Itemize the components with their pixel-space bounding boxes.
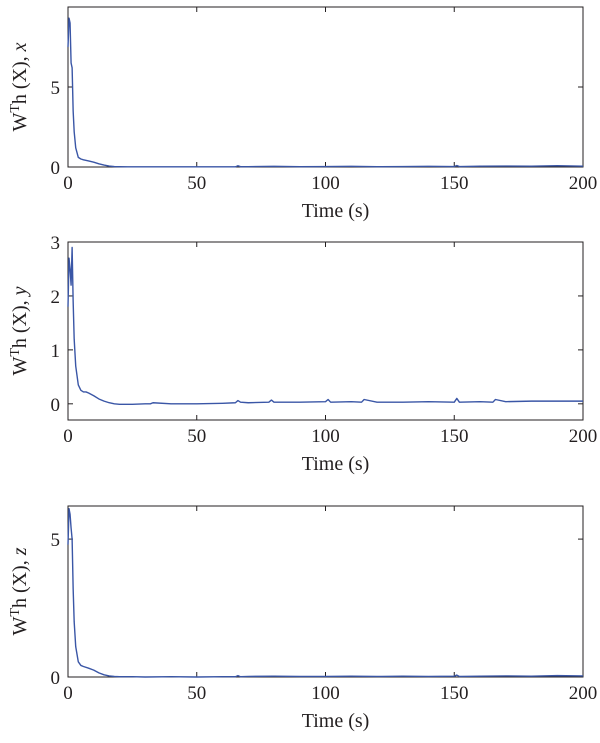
series-line-1 bbox=[67, 508, 584, 678]
y-tick-label: 5 bbox=[51, 78, 61, 99]
y-label-mid: h (X), bbox=[9, 555, 31, 608]
x-tick-label: 200 bbox=[569, 173, 598, 194]
plot-frame bbox=[67, 505, 584, 678]
x-tick-label: 50 bbox=[187, 426, 206, 447]
y-label-base: W bbox=[9, 113, 31, 132]
y-tick-label: 1 bbox=[51, 341, 61, 362]
x-tick-label: 0 bbox=[63, 426, 73, 447]
y-label-mid: h (X), bbox=[9, 51, 31, 104]
y-tick-label: 5 bbox=[51, 530, 61, 551]
y-label-sup: T bbox=[8, 348, 23, 357]
y-label-sup: T bbox=[8, 608, 23, 617]
y-label-var: z bbox=[9, 547, 31, 556]
y-tick-label: 3 bbox=[51, 233, 61, 254]
panel-1: 0 50 100 150 200 0 5 Time (s) WTh (X), x bbox=[8, 6, 598, 222]
x-tick-label: 0 bbox=[63, 683, 73, 704]
y-axis-label: WTh (X), y bbox=[8, 286, 31, 375]
x-tick-label: 100 bbox=[311, 683, 340, 704]
x-axis-label: Time (s) bbox=[302, 453, 370, 475]
x-tick-label: 150 bbox=[440, 426, 469, 447]
y-label-var: x bbox=[9, 42, 31, 52]
y-tick-label: 2 bbox=[51, 287, 61, 308]
y-axis-label: WTh (X), x bbox=[8, 42, 31, 131]
x-tick-label: 200 bbox=[569, 426, 598, 447]
x-tick-label: 150 bbox=[440, 173, 469, 194]
y-tick-label: 0 bbox=[51, 668, 61, 689]
x-tick-label: 50 bbox=[187, 173, 206, 194]
y-tick-label: 0 bbox=[51, 395, 61, 416]
series-line-1 bbox=[67, 246, 583, 406]
plot-frame bbox=[67, 241, 584, 421]
panel-2: 0 50 100 150 200 0 1 2 3 Time (s) WTh (X), y bbox=[8, 233, 597, 475]
series-line-1 bbox=[67, 17, 584, 168]
x-tick-label: 200 bbox=[569, 683, 598, 704]
y-label-sup: T bbox=[8, 104, 23, 113]
x-tick-label: 100 bbox=[311, 173, 340, 194]
y-label-base: W bbox=[9, 357, 31, 376]
x-axis-label: Time (s) bbox=[302, 710, 370, 732]
y-label-mid: h (X), bbox=[9, 295, 31, 348]
x-tick-label: 100 bbox=[311, 426, 340, 447]
y-label-base: W bbox=[9, 617, 31, 636]
panel-3: 0 50 100 150 200 0 5 Time (s) WTh (X), z bbox=[8, 505, 598, 732]
x-tick-label: 0 bbox=[63, 173, 73, 194]
x-tick-label: 150 bbox=[440, 683, 469, 704]
x-axis-label: Time (s) bbox=[302, 200, 370, 222]
y-tick-label: 0 bbox=[51, 158, 61, 179]
x-tick-label: 50 bbox=[187, 683, 206, 704]
y-label-var: y bbox=[9, 286, 31, 297]
plot-frame bbox=[67, 6, 584, 168]
y-axis-label: WTh (X), z bbox=[8, 547, 31, 635]
